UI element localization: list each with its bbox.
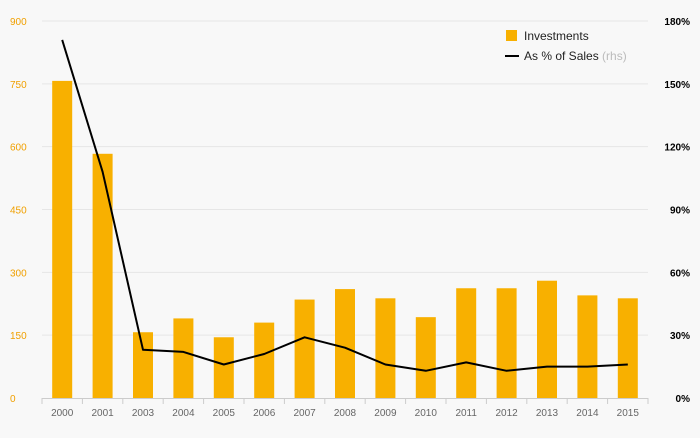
y-right-tick-label: 0% <box>676 394 691 405</box>
x-tick-label: 2008 <box>334 408 357 419</box>
x-tick-label: 2009 <box>374 408 397 419</box>
y-left-tick-label: 0 <box>10 394 16 405</box>
x-tick-label: 2007 <box>293 408 316 419</box>
bar-2006 <box>254 323 274 398</box>
y-left-tick-label: 300 <box>10 268 27 279</box>
x-tick-label: 2004 <box>172 408 195 419</box>
y-axis-left: 0 150 300 450 600 750 900 <box>10 17 27 405</box>
bar-2010 <box>416 317 436 398</box>
y-left-tick-label: 450 <box>10 206 27 217</box>
bar-2005 <box>214 337 234 398</box>
x-tick-label: 2001 <box>91 408 114 419</box>
bar-2000 <box>52 81 72 398</box>
x-tick-label: 2012 <box>495 408 518 419</box>
bar-2015 <box>618 298 638 398</box>
y-right-tick-label: 60% <box>670 268 690 279</box>
y-right-tick-label: 30% <box>670 331 690 342</box>
bar-2001 <box>93 154 113 398</box>
bar-2003 <box>133 332 153 398</box>
bar-2014 <box>577 295 597 398</box>
x-axis: 2000 2001 2003 2004 2005 2006 2007 2008 2009 2010… <box>42 398 648 419</box>
bar-2012 <box>497 288 517 398</box>
bar-2007 <box>295 300 315 398</box>
bar-2004 <box>173 318 193 398</box>
x-tick-label: 2010 <box>415 408 438 419</box>
y-right-tick-label: 150% <box>664 80 690 91</box>
legend-label-sales: As % of Sales (rhs) <box>524 49 627 63</box>
legend: Investments As % of Sales (rhs) <box>505 29 627 63</box>
bar-2009 <box>375 298 395 398</box>
y-right-tick-label: 90% <box>670 206 690 217</box>
x-tick-label: 2005 <box>213 408 236 419</box>
y-left-tick-label: 150 <box>10 331 27 342</box>
grid <box>42 21 648 335</box>
x-tick-label: 2015 <box>617 408 640 419</box>
x-tick-label: 2013 <box>536 408 559 419</box>
y-right-tick-label: 180% <box>664 17 690 28</box>
y-left-tick-label: 600 <box>10 143 27 154</box>
bar-series <box>52 81 638 398</box>
x-tick-label: 2006 <box>253 408 276 419</box>
y-right-tick-label: 120% <box>664 143 690 154</box>
x-tick-label: 2011 <box>455 408 477 419</box>
legend-label-investments: Investments <box>524 29 589 43</box>
bar-2011 <box>456 288 476 398</box>
y-axis-right: 0% 30% 60% 90% 120% 150% 180% <box>664 17 690 405</box>
x-tick-label: 2014 <box>576 408 599 419</box>
y-left-tick-label: 900 <box>10 17 27 28</box>
x-tick-label: 2003 <box>132 408 155 419</box>
y-left-tick-label: 750 <box>10 80 27 91</box>
legend-swatch-investments <box>506 30 517 41</box>
x-tick-label: 2000 <box>51 408 74 419</box>
bar-2008 <box>335 289 355 398</box>
bar-2013 <box>537 281 557 398</box>
